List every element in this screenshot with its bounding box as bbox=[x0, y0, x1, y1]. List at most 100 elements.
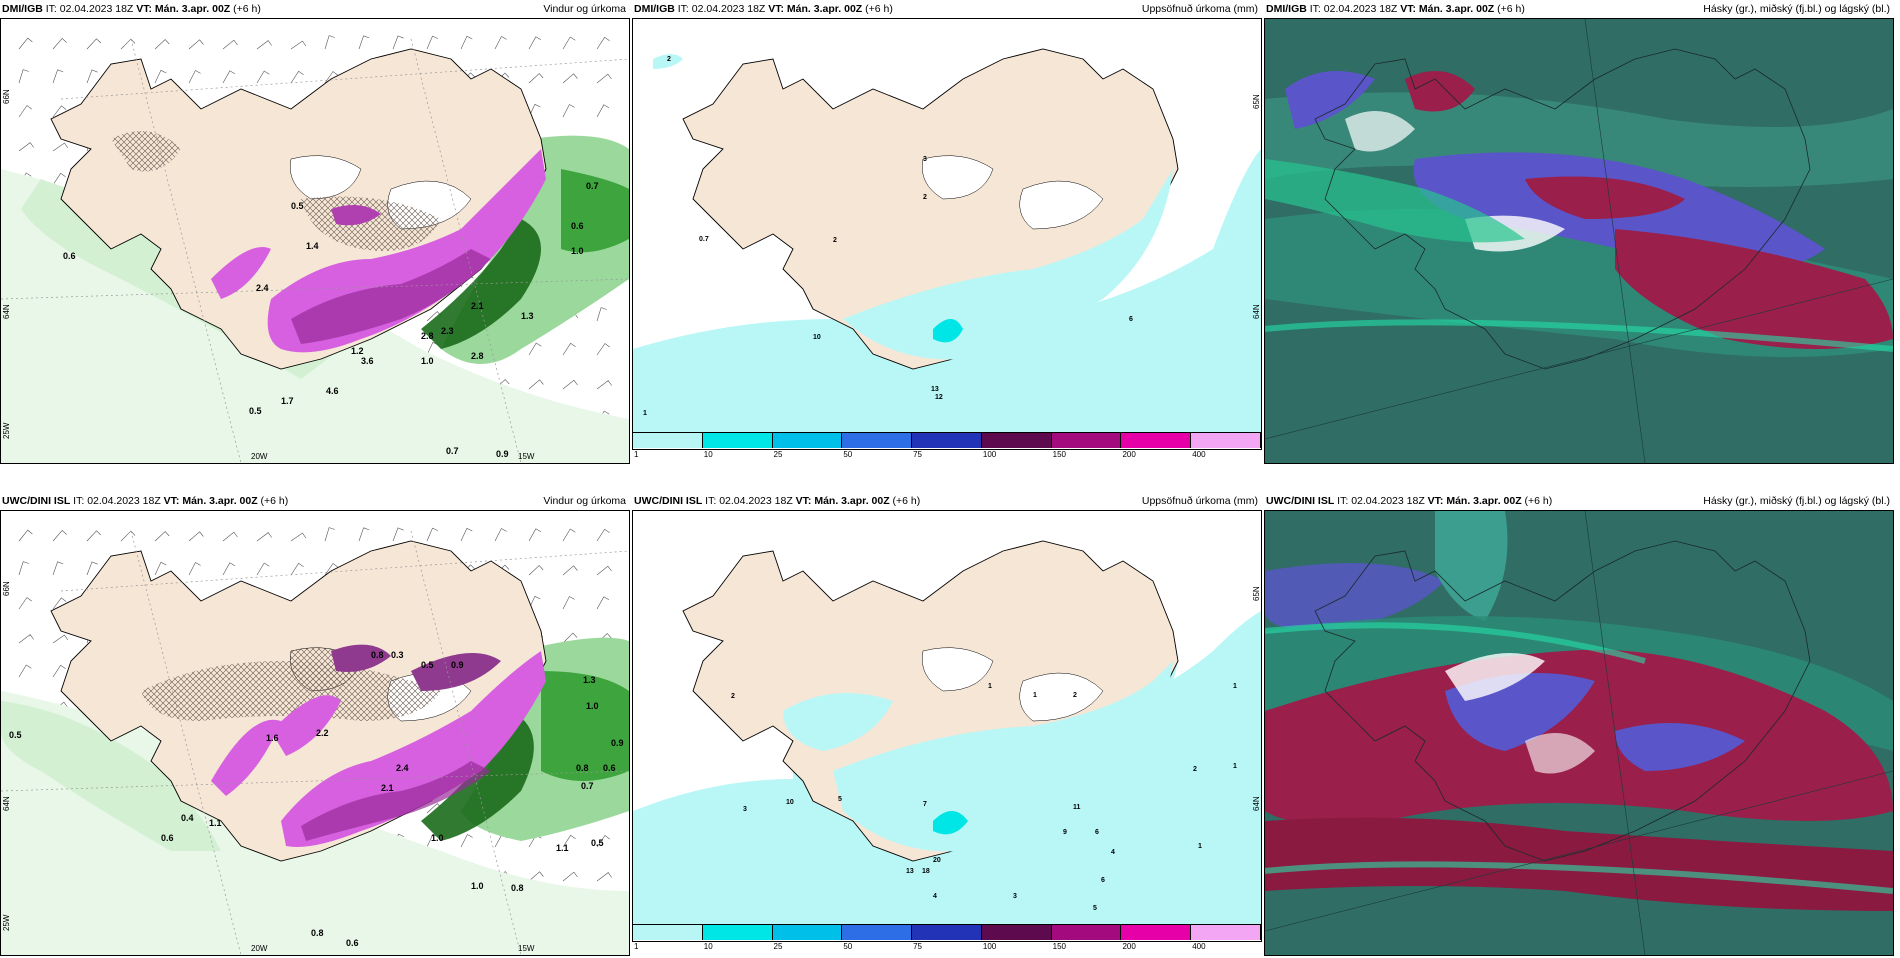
map-frame[interactable]: 66N 64N 25W 20W 15W 0.6 2.4 0.5 1.4 0.7 0.6 1.… bbox=[0, 18, 630, 464]
panel-header: UWC/DINI ISL IT: 02.04.2023 18Z VT: Mán.… bbox=[632, 492, 1262, 510]
colorbar-tick: 1 bbox=[634, 450, 639, 459]
map-frame[interactable] bbox=[1264, 510, 1894, 956]
value-label: 0.6 bbox=[571, 221, 584, 231]
lead-time: (+6 h) bbox=[865, 3, 893, 15]
value-label: 1.3 bbox=[583, 675, 596, 685]
wind-barb bbox=[562, 632, 578, 644]
value-label: 4 bbox=[933, 893, 937, 900]
lat-label: 25W bbox=[2, 914, 11, 931]
value-label: 9 bbox=[1063, 829, 1067, 836]
it-label: IT: bbox=[1337, 495, 1349, 507]
panel-title: Uppsöfnuð úrkoma (mm) bbox=[1141, 495, 1258, 507]
wind-barb bbox=[52, 597, 67, 610]
wind-barb bbox=[528, 36, 542, 50]
wind-barb bbox=[596, 872, 612, 882]
colorbar-swatch bbox=[772, 432, 843, 448]
value-label: 4.6 bbox=[326, 386, 339, 396]
wind-barb bbox=[52, 69, 64, 84]
lat-label: 64N bbox=[1252, 304, 1261, 319]
it-value: 02.04.2023 18Z bbox=[87, 495, 161, 507]
panel-header: UWC/DINI ISL IT: 02.04.2023 18Z VT: Mán.… bbox=[1264, 492, 1894, 510]
wind-barb bbox=[528, 73, 544, 84]
it-label: IT: bbox=[705, 495, 717, 507]
wind-barb bbox=[596, 565, 612, 576]
value-label: 0.5 bbox=[9, 730, 22, 740]
wind-barb bbox=[154, 531, 170, 542]
colorbar-swatch bbox=[702, 432, 773, 448]
wind-barb bbox=[528, 871, 544, 882]
wind-barb bbox=[358, 35, 370, 50]
wind-barb bbox=[596, 36, 610, 50]
wind-barb bbox=[562, 871, 578, 882]
colorbar-tick: 10 bbox=[703, 450, 713, 459]
lead-time: (+6 h) bbox=[233, 3, 261, 15]
panel-dmi-precip: DMI/IGB IT: 02.04.2023 18Z VT: Mán. 3.ap… bbox=[632, 0, 1262, 466]
wind-barb bbox=[528, 528, 542, 542]
value-label: 2.8 bbox=[471, 351, 484, 361]
panel-uwc-wind: UWC/DINI ISL IT: 02.04.2023 18Z VT: Mán.… bbox=[0, 492, 630, 958]
wind-barb bbox=[596, 307, 607, 322]
map-frame[interactable]: 65N 64N 1 1 2 1 1 2 3 10 5 7 11 9 6 4 3 2 1 20 13 18 6 5 4 bbox=[632, 510, 1262, 926]
colorbar-swatch bbox=[1191, 432, 1261, 448]
wind-barb bbox=[562, 596, 575, 610]
value-label: 4 bbox=[1111, 849, 1115, 856]
it-value: 02.04.2023 18Z bbox=[719, 495, 793, 507]
value-label: 0.7 bbox=[699, 236, 709, 243]
colorbar-tick: 25 bbox=[773, 942, 783, 951]
value-label: 1 bbox=[1233, 763, 1237, 770]
value-label: 2 bbox=[1193, 766, 1197, 773]
value-label: 1.0 bbox=[431, 833, 444, 843]
colorbar-swatch bbox=[1191, 924, 1261, 940]
map-frame[interactable]: 65N 64N 2 3 2 2 0.7 6 10 1 13 12 bbox=[632, 18, 1262, 434]
wind-barb bbox=[18, 561, 29, 576]
wind-barb bbox=[562, 565, 578, 576]
it-label: IT: bbox=[1309, 3, 1321, 15]
value-label: 7 bbox=[923, 801, 927, 808]
wind-barb bbox=[256, 70, 270, 84]
wind-barb bbox=[324, 527, 335, 542]
lead-time: (+6 h) bbox=[260, 495, 289, 507]
wind-barb bbox=[324, 35, 335, 50]
colorbar-tick: 100 bbox=[982, 942, 997, 951]
it-value: 02.04.2023 18Z bbox=[59, 3, 134, 15]
wind-barb bbox=[18, 37, 33, 50]
wind-barb bbox=[494, 528, 507, 542]
wind-barb bbox=[86, 69, 98, 84]
colorbar: 1 10 25 50 75 100 150 200 400 bbox=[632, 924, 1262, 954]
panel-title: Vindur og úrkoma bbox=[543, 3, 626, 15]
lon-label: 20W bbox=[251, 452, 268, 461]
wind-barb bbox=[52, 105, 67, 118]
panel-dmi-cloud: DMI/IGB IT: 02.04.2023 18Z VT: Mán. 3.ap… bbox=[1264, 0, 1894, 466]
colorbar-tick: 25 bbox=[773, 450, 783, 459]
map-frame[interactable] bbox=[1264, 18, 1894, 464]
map-frame[interactable]: 66N 64N 25W 20W 15W 0.5 0.8 0.3 0.5 0.9 2.2 1.… bbox=[0, 510, 630, 956]
value-label: 0.5 bbox=[591, 838, 604, 848]
wind-barb bbox=[324, 563, 338, 576]
colorbar-tick: 400 bbox=[1192, 450, 1206, 459]
wind-barb bbox=[494, 36, 507, 50]
vt-label: VT: Mán. 3.apr. 00Z bbox=[795, 495, 890, 507]
value-label: 2 bbox=[667, 56, 671, 63]
wind-barb bbox=[52, 664, 66, 678]
colorbar-swatch bbox=[1051, 924, 1122, 940]
colorbar-tick: 10 bbox=[703, 942, 713, 951]
panel-uwc-cloud: UWC/DINI ISL IT: 02.04.2023 18Z VT: Mán.… bbox=[1264, 492, 1894, 958]
value-label: 1.0 bbox=[571, 246, 584, 256]
wind-barb bbox=[290, 532, 307, 542]
value-label: 2 bbox=[1073, 692, 1077, 699]
wind-barb bbox=[18, 529, 33, 542]
colorbar-tick: 150 bbox=[1052, 450, 1067, 459]
wind-barb bbox=[86, 530, 102, 542]
it-value: 02.04.2023 18Z bbox=[691, 3, 766, 15]
panel-dmi-wind: DMI/IGB IT: 02.04.2023 18Z VT: Mán. 3.ap… bbox=[0, 0, 630, 466]
value-label: 1.0 bbox=[471, 881, 484, 891]
lat-label: 64N bbox=[1252, 796, 1261, 811]
panel-title: Vindur og úrkoma bbox=[543, 495, 626, 507]
value-label: 3.6 bbox=[361, 356, 374, 366]
colorbar-swatch bbox=[842, 432, 913, 448]
wind-barb bbox=[52, 529, 67, 542]
value-labels: 0.5 0.8 0.3 0.5 0.9 2.2 1.6 0.4 1.1 0.6 2.42.1 1.0 0… bbox=[9, 650, 624, 948]
